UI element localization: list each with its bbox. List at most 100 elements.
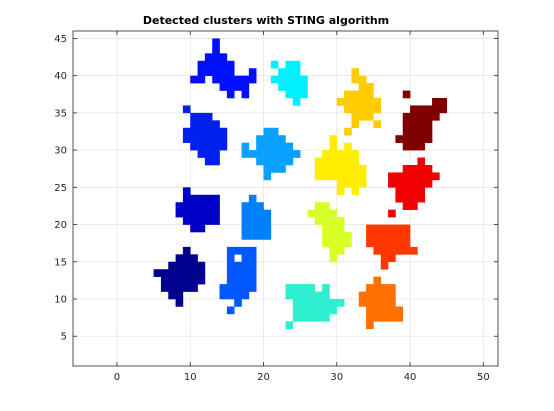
- data-cell: [314, 306, 323, 315]
- data-cell: [278, 150, 286, 158]
- data-cell: [234, 284, 242, 292]
- data-cell: [153, 269, 162, 277]
- data-cell: [380, 232, 389, 240]
- data-cell: [212, 60, 220, 69]
- data-cell: [292, 83, 301, 91]
- data-cell: [402, 179, 411, 188]
- data-cell: [292, 98, 301, 106]
- data-cell: [417, 187, 426, 196]
- data-cell: [329, 150, 338, 158]
- data-cell: [256, 217, 264, 225]
- data-cell: [373, 239, 382, 248]
- data-cell: [219, 68, 228, 76]
- data-cell: [226, 306, 235, 315]
- data-cell: [373, 291, 382, 300]
- x-tick-label: 40: [404, 372, 417, 383]
- data-cell: [182, 269, 191, 277]
- data-cell: [366, 98, 374, 106]
- data-cell: [366, 306, 374, 315]
- data-cell: [168, 284, 176, 292]
- data-cell: [263, 209, 272, 218]
- data-cell: [241, 202, 250, 210]
- data-cell: [366, 284, 374, 292]
- data-cell: [388, 172, 396, 181]
- data-cell: [248, 68, 257, 76]
- data-cell: [351, 68, 360, 76]
- data-cell: [373, 284, 382, 292]
- data-cell: [395, 187, 404, 196]
- data-cell: [263, 232, 272, 240]
- data-cell: [322, 209, 330, 218]
- data-cell: [197, 135, 206, 143]
- data-cell: [358, 83, 367, 91]
- data-cell: [204, 142, 213, 151]
- ticks: 0 10 20 30 40 50 5 10 15 20 25 30 35 40 45: [54, 31, 498, 383]
- data-cell: [241, 75, 250, 84]
- data-cell: [373, 224, 382, 233]
- data-cell: [226, 254, 235, 263]
- data-cell: [395, 179, 404, 188]
- data-cell: [175, 202, 184, 210]
- data-cell: [241, 291, 250, 300]
- data-cell: [263, 150, 272, 158]
- data-cell: [388, 299, 396, 307]
- data-cell: [226, 269, 235, 277]
- data-cell: [380, 254, 389, 263]
- data-cell: [234, 261, 242, 270]
- data-cell: [204, 135, 213, 143]
- y-tick-label: 45: [54, 34, 67, 45]
- data-cell: [329, 232, 338, 240]
- data-cell: [197, 269, 206, 277]
- data-cell: [358, 179, 367, 188]
- data-cell: [256, 224, 264, 233]
- data-cell: [241, 284, 250, 292]
- data-cell: [336, 157, 345, 166]
- data-cell: [410, 105, 418, 114]
- data-cell: [366, 90, 374, 99]
- data-cell: [336, 239, 345, 248]
- data-cell: [329, 142, 338, 151]
- data-cell: [322, 232, 330, 240]
- data-cell: [395, 239, 404, 248]
- data-cell: [226, 246, 235, 255]
- data-cell: [314, 209, 323, 218]
- data-cell: [292, 150, 301, 158]
- y-tick-label: 5: [61, 332, 67, 343]
- data-cell: [322, 299, 330, 307]
- x-tick-label: 50: [477, 372, 490, 383]
- data-cell: [263, 142, 272, 151]
- data-cell: [432, 98, 440, 106]
- cluster-16: [395, 90, 448, 151]
- data-cell: [344, 172, 352, 181]
- data-cell: [226, 276, 235, 285]
- cluster-10: [307, 202, 352, 263]
- data-cell: [424, 127, 433, 136]
- data-cell: [197, 112, 206, 121]
- data-cell: [204, 150, 213, 158]
- data-cell: [402, 246, 411, 255]
- data-cell: [182, 261, 191, 270]
- data-cell: [182, 105, 191, 114]
- data-cell: [212, 202, 220, 210]
- data-cell: [351, 90, 360, 99]
- data-cell: [234, 75, 242, 84]
- data-cell: [248, 284, 257, 292]
- data-cell: [424, 165, 433, 173]
- data-cell: [241, 150, 250, 158]
- data-cell: [314, 157, 323, 166]
- data-cell: [285, 157, 294, 166]
- data-cell: [219, 284, 228, 292]
- data-cell: [329, 299, 338, 307]
- data-cell: [351, 172, 360, 181]
- data-cell: [344, 90, 352, 99]
- data-cell: [388, 291, 396, 300]
- data-cell: [366, 232, 374, 240]
- data-cell: [344, 105, 352, 114]
- data-cell: [212, 75, 220, 84]
- cluster-3: [190, 38, 257, 99]
- data-cell: [314, 172, 323, 181]
- data-cell: [344, 165, 352, 173]
- data-cell: [351, 98, 360, 106]
- data-cell: [248, 150, 257, 158]
- data-cell: [270, 142, 279, 151]
